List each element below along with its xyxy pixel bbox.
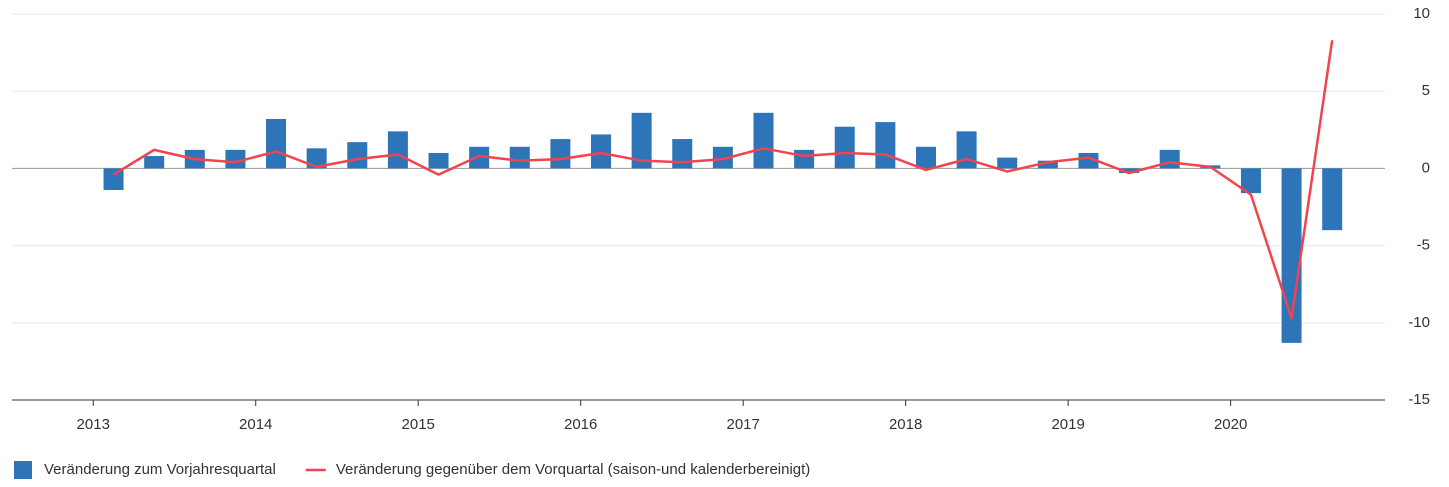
bar xyxy=(550,139,571,169)
legend-label: Veränderung gegenüber dem Vorquartal (sa… xyxy=(336,461,811,478)
x-tick-label: 2020 xyxy=(1214,416,1247,433)
bar xyxy=(1078,152,1099,169)
bar xyxy=(225,149,246,169)
legend-swatch xyxy=(14,461,32,479)
bar xyxy=(753,112,774,169)
x-tick-label: 2015 xyxy=(402,416,435,433)
x-tick-label: 2014 xyxy=(239,416,272,433)
y-tick-label: 0 xyxy=(1422,159,1430,176)
y-tick-label: 5 xyxy=(1422,82,1430,99)
x-tick-label: 2016 xyxy=(564,416,597,433)
bar xyxy=(347,142,368,169)
bar xyxy=(1159,149,1180,169)
bar xyxy=(1322,168,1343,231)
y-tick-label: -5 xyxy=(1417,237,1430,254)
y-tick-label: 10 xyxy=(1413,5,1430,22)
bar xyxy=(591,134,612,169)
bar xyxy=(997,157,1018,169)
bar xyxy=(712,146,733,169)
legend-label: Veränderung zum Vorjahresquartal xyxy=(44,461,276,478)
y-tick-label: -10 xyxy=(1408,314,1430,331)
bar xyxy=(956,131,977,169)
x-tick-label: 2017 xyxy=(726,416,759,433)
bar xyxy=(509,146,530,169)
y-tick-label: -15 xyxy=(1408,391,1430,408)
bar xyxy=(144,156,165,169)
bar xyxy=(875,122,896,169)
bar xyxy=(1037,160,1058,169)
bar xyxy=(469,146,490,169)
bar xyxy=(915,146,936,169)
bar xyxy=(387,131,408,169)
bar xyxy=(834,126,855,169)
bar xyxy=(1240,168,1261,194)
x-tick-label: 2019 xyxy=(1051,416,1084,433)
bar xyxy=(672,139,693,169)
bar xyxy=(306,148,327,169)
x-tick-label: 2018 xyxy=(889,416,922,433)
bar xyxy=(631,112,652,169)
bar xyxy=(103,168,124,191)
bar xyxy=(1119,168,1140,174)
bar xyxy=(794,149,815,169)
x-tick-label: 2013 xyxy=(77,416,110,433)
bar xyxy=(428,152,449,169)
bar xyxy=(266,118,287,169)
line xyxy=(112,40,1334,320)
